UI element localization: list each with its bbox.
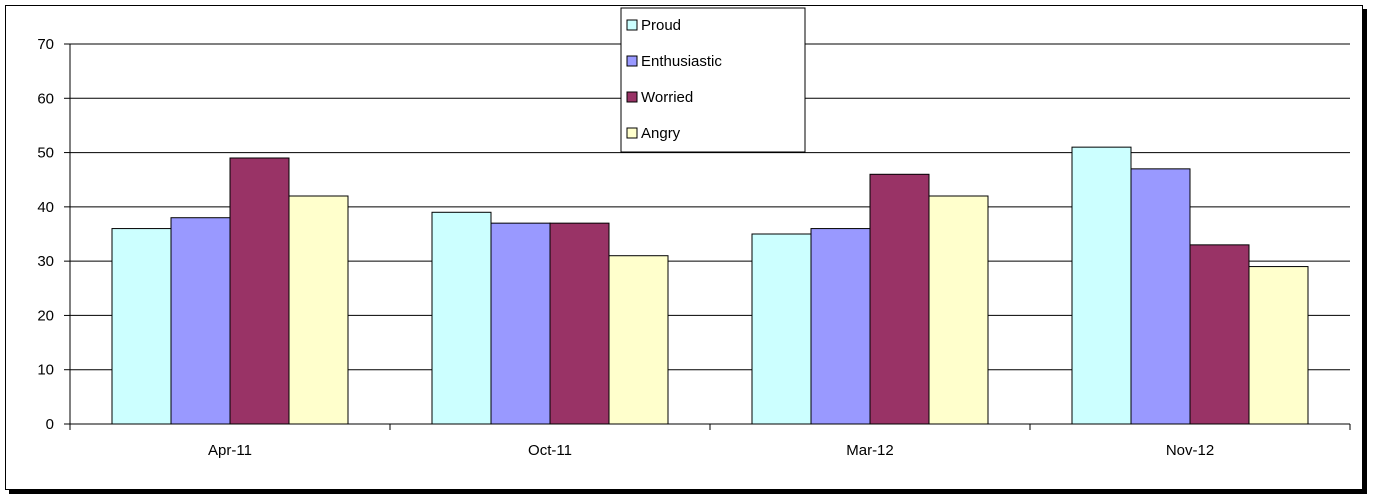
x-category-label: Mar-12 [846, 442, 894, 459]
bar-enthusiastic-mar-12 [810, 228, 871, 425]
bar-enthusiastic-nov-12 [1130, 168, 1191, 425]
legend-label: Worried [641, 89, 693, 106]
axes [64, 43, 1351, 430]
bar-proud-apr-11 [111, 228, 172, 425]
y-tick-label: 10 [37, 362, 54, 379]
x-category-label: Nov-12 [1166, 442, 1214, 459]
legend-label: Proud [641, 17, 681, 34]
bar-worried-oct-11 [549, 222, 610, 425]
y-tick-label: 20 [37, 307, 54, 324]
y-tick-label: 40 [37, 199, 54, 216]
y-tick-label: 60 [37, 90, 54, 107]
bar-angry-mar-12 [928, 195, 989, 425]
legend-swatch [626, 19, 638, 31]
bar-enthusiastic-oct-11 [490, 222, 551, 425]
bars [111, 146, 1309, 425]
x-category-labels: Apr-11 Oct-11 Mar-12 Nov-12 [208, 442, 1214, 459]
bar-angry-nov-12 [1248, 266, 1309, 425]
legend-label: Enthusiastic [641, 53, 722, 70]
bar-proud-nov-12 [1071, 146, 1132, 425]
bar-worried-nov-12 [1189, 244, 1250, 425]
bar-proud-mar-12 [751, 233, 812, 425]
x-category-label: Oct-11 [528, 442, 572, 459]
bar-enthusiastic-apr-11 [170, 217, 231, 425]
y-tick-label: 0 [46, 416, 54, 433]
x-category-label: Apr-11 [208, 442, 252, 459]
bar-worried-apr-11 [229, 157, 290, 425]
y-tick-label: 50 [37, 145, 54, 162]
legend-swatch [626, 127, 638, 139]
bar-angry-apr-11 [288, 195, 349, 425]
bar-worried-mar-12 [869, 173, 930, 425]
legend-swatch [626, 55, 638, 67]
y-tick-label: 30 [37, 253, 54, 270]
legend-label: Angry [641, 125, 681, 142]
bar-proud-oct-11 [431, 211, 492, 425]
y-tick-labels: 0 10 20 30 40 50 60 70 [37, 36, 54, 433]
legend-swatch [626, 91, 638, 103]
legend-box [620, 7, 806, 153]
legend: Proud Enthusiastic Worried Angry [620, 7, 806, 153]
y-tick-label: 70 [37, 36, 54, 53]
bar-angry-oct-11 [608, 255, 669, 425]
